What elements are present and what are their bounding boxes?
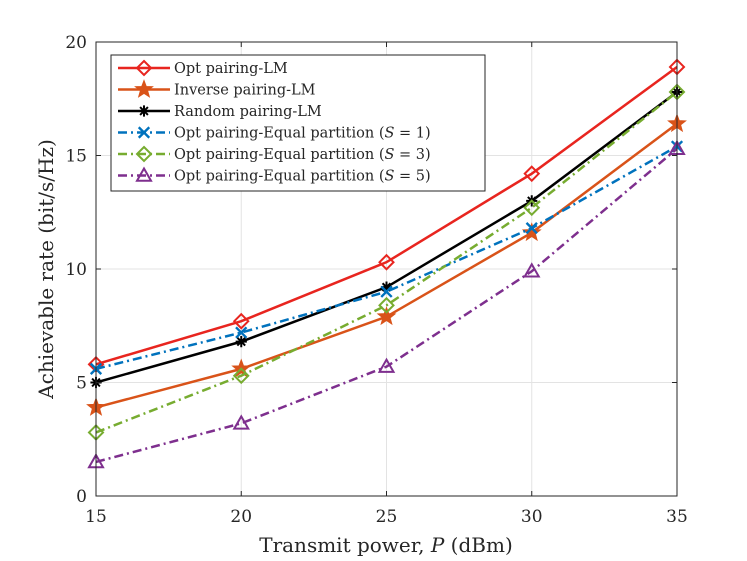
x-tick-label: 35 (666, 507, 688, 527)
y-tick-label: 15 (65, 147, 87, 167)
legend-label: Opt pairing-Equal partition (S = 3) (174, 147, 431, 163)
legend-label: Opt pairing-Equal partition (S = 1) (174, 126, 431, 142)
data-point (138, 105, 150, 117)
data-point (523, 199, 541, 217)
legend-item: Inverse pairing-LM (118, 79, 316, 99)
series-line (95, 90, 678, 434)
legend-label: Opt pairing-Equal partition (S = 5) (174, 169, 431, 185)
series-line (95, 65, 678, 366)
y-axis-label: Achievable rate (bit/s/Hz) (34, 139, 58, 400)
data-point (523, 165, 541, 183)
series-line (95, 147, 678, 464)
legend-label: Opt pairing-LM (174, 61, 288, 77)
data-point (235, 326, 248, 339)
legend-box (110, 54, 486, 192)
legend-item: Random pairing-LM (118, 104, 322, 120)
data-point (135, 59, 153, 77)
series-1 (87, 58, 686, 373)
legend: Opt pairing-LM Inverse pairing-LM Random p… (110, 54, 486, 192)
legend-item: Opt pairing-Equal partition (S = 5) (118, 166, 431, 185)
y-tick-label: 5 (76, 374, 87, 394)
legend-label: Inverse pairing-LM (174, 83, 316, 99)
data-point (135, 166, 153, 182)
series-line (95, 145, 678, 371)
legend-item: Opt pairing-Equal partition (S = 3) (118, 145, 431, 163)
x-tick-label: 20 (230, 507, 252, 527)
legend-item: Opt pairing-Equal partition (S = 1) (118, 126, 431, 142)
data-point (137, 126, 151, 139)
x-tick-label: 15 (85, 507, 107, 527)
data-point (232, 312, 250, 330)
ticks (95, 41, 678, 497)
data-point (134, 79, 154, 98)
data-point (521, 222, 542, 242)
y-tick-label: 10 (65, 260, 87, 280)
x-axis-label: Transmit power, P (dBm) (259, 533, 513, 557)
data-point (525, 222, 538, 235)
y-tick-label: 0 (76, 487, 87, 507)
data-point (380, 281, 393, 293)
data-point (235, 336, 247, 348)
legend-label: Random pairing-LM (174, 104, 322, 120)
y-tick-label: 20 (65, 33, 87, 53)
x-tick-label: 30 (521, 507, 543, 527)
tick-labels: 15 20 25 30 35 0 5 10 15 20 (65, 33, 687, 527)
data-point (378, 296, 395, 314)
series-layer (86, 58, 687, 469)
data-point (376, 306, 397, 326)
data-point (232, 414, 250, 430)
data-point (523, 262, 541, 278)
data-point (232, 367, 250, 385)
data-point (380, 285, 393, 298)
data-point (377, 357, 396, 373)
data-point (378, 253, 395, 271)
x-tick-label: 25 (376, 507, 398, 527)
data-point (135, 145, 153, 163)
legend-item: Opt pairing-LM (118, 59, 288, 77)
